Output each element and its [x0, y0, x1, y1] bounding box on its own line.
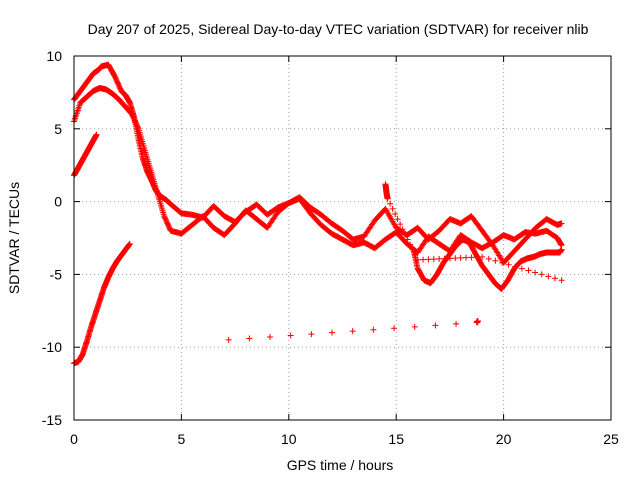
data-point	[545, 273, 552, 280]
data-point	[402, 231, 409, 238]
data-point	[525, 267, 532, 274]
data-point	[399, 226, 406, 233]
data-point	[512, 263, 519, 270]
y-tick-label: 10	[46, 48, 62, 64]
data-point	[430, 256, 437, 263]
data-point	[420, 256, 427, 263]
x-tick-label: 5	[178, 431, 186, 447]
data-point	[558, 246, 565, 253]
data-point	[267, 334, 274, 341]
data-points	[71, 61, 565, 367]
data-point	[349, 328, 356, 335]
data-point	[134, 124, 141, 131]
data-point	[407, 241, 414, 248]
data-point	[453, 320, 460, 327]
data-point	[468, 254, 475, 261]
data-point	[409, 246, 416, 253]
data-point	[329, 329, 336, 336]
data-point	[126, 240, 133, 247]
data-point	[389, 205, 396, 212]
data-point	[436, 255, 443, 262]
data-point	[392, 210, 399, 217]
data-point	[498, 259, 505, 266]
data-point	[474, 317, 481, 324]
x-tick-label: 25	[603, 431, 619, 447]
series-track-c	[410, 236, 565, 292]
data-point	[246, 335, 253, 342]
y-tick-label: 5	[54, 121, 62, 137]
chart-title: Day 207 of 2025, Sidereal Day-to-day VTE…	[88, 21, 589, 37]
x-axis-title: GPS time / hours	[287, 457, 394, 473]
data-point	[425, 256, 432, 263]
data-point	[473, 254, 480, 261]
data-point	[411, 323, 418, 330]
series-track-e	[71, 240, 133, 367]
data-point	[452, 255, 459, 262]
data-point	[446, 255, 453, 262]
data-point	[518, 265, 525, 272]
data-point	[384, 195, 391, 202]
plot-frame	[73, 55, 612, 421]
data-point	[404, 236, 411, 243]
data-point	[287, 332, 294, 339]
x-tick-labels: 0 5 10 15 20 25	[70, 431, 619, 447]
data-point	[432, 322, 439, 329]
y-tick-label: 0	[54, 194, 62, 210]
data-point	[394, 216, 401, 223]
data-point	[308, 331, 315, 338]
series-track-d	[71, 131, 100, 179]
data-point	[463, 254, 470, 261]
x-tick-label: 0	[70, 431, 78, 447]
data-point	[412, 251, 419, 258]
axis-ticks	[73, 55, 612, 421]
data-point	[391, 325, 398, 332]
x-tick-label: 20	[496, 431, 512, 447]
y-tick-label: -10	[42, 339, 62, 355]
grid-lines	[74, 56, 611, 420]
series-late-points	[382, 181, 565, 284]
data-point	[397, 221, 404, 228]
series-track-a	[71, 61, 565, 266]
y-axis-title: SDTVAR / TECUs	[6, 182, 22, 294]
data-point	[505, 261, 512, 268]
y-tick-label: -5	[50, 266, 63, 282]
y-tick-label: -15	[42, 412, 62, 428]
x-tick-label: 10	[281, 431, 297, 447]
data-point	[538, 271, 545, 278]
data-point	[479, 253, 486, 260]
data-point	[93, 131, 100, 138]
data-point	[558, 277, 565, 284]
data-point	[485, 255, 492, 262]
series-isolated	[225, 317, 481, 343]
x-tick-label: 15	[388, 431, 404, 447]
data-point	[414, 256, 421, 263]
data-point	[441, 255, 448, 262]
data-point	[225, 336, 232, 343]
y-tick-labels: 10 5 0 -5 -10 -15	[42, 48, 62, 428]
data-point	[532, 269, 539, 276]
series-track-b	[71, 85, 565, 256]
data-point	[492, 257, 499, 264]
data-point	[370, 326, 377, 333]
data-point	[558, 220, 565, 227]
data-point	[457, 254, 464, 261]
data-point	[387, 200, 394, 207]
data-point	[551, 275, 558, 282]
